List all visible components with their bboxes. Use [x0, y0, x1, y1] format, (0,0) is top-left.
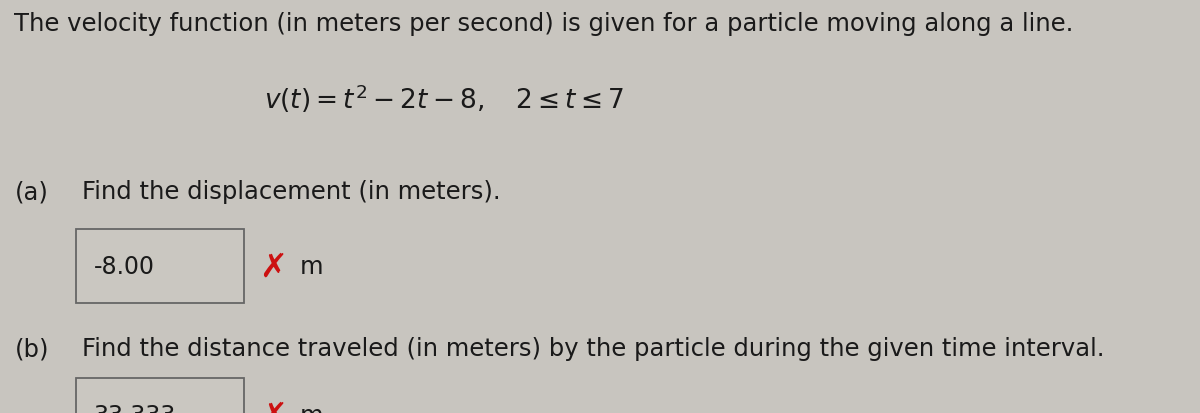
Text: m: m [300, 254, 324, 278]
Text: (a): (a) [14, 180, 48, 204]
Text: Find the distance traveled (in meters) by the particle during the given time int: Find the distance traveled (in meters) b… [82, 337, 1104, 361]
FancyBboxPatch shape [76, 378, 244, 413]
Text: 33.333: 33.333 [94, 403, 176, 413]
Text: ✗: ✗ [259, 250, 287, 283]
Text: (b): (b) [14, 337, 49, 361]
Text: -8.00: -8.00 [94, 254, 155, 278]
Text: m: m [300, 403, 324, 413]
FancyBboxPatch shape [76, 229, 244, 304]
Text: $v(t) = t^2 - 2t - 8, \quad 2 \leq t \leq 7$: $v(t) = t^2 - 2t - 8, \quad 2 \leq t \le… [264, 83, 624, 115]
Text: The velocity function (in meters per second) is given for a particle moving alon: The velocity function (in meters per sec… [14, 12, 1074, 36]
Text: Find the displacement (in meters).: Find the displacement (in meters). [82, 180, 500, 204]
Text: ✗: ✗ [259, 399, 287, 413]
